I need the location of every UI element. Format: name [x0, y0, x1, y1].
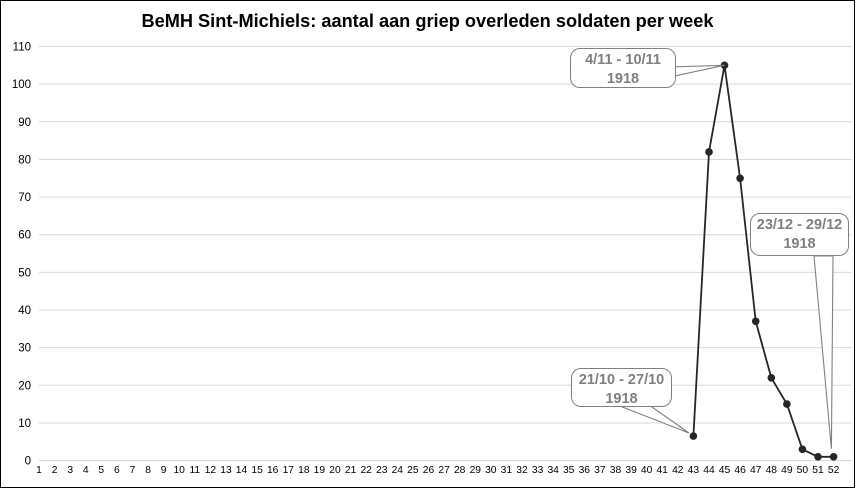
svg-text:29: 29: [470, 465, 482, 476]
svg-text:2: 2: [52, 465, 58, 476]
svg-text:0: 0: [25, 456, 31, 468]
svg-text:20: 20: [18, 380, 31, 392]
svg-text:23: 23: [376, 465, 388, 476]
svg-text:31: 31: [501, 465, 513, 476]
svg-text:47: 47: [750, 465, 762, 476]
svg-text:70: 70: [18, 192, 31, 204]
svg-text:36: 36: [579, 465, 591, 476]
svg-text:22: 22: [360, 465, 372, 476]
svg-text:34: 34: [547, 465, 559, 476]
svg-text:12: 12: [205, 465, 217, 476]
svg-text:9: 9: [161, 465, 167, 476]
svg-text:15: 15: [251, 465, 263, 476]
svg-text:18: 18: [298, 465, 310, 476]
svg-text:80: 80: [18, 154, 31, 166]
svg-text:52: 52: [828, 465, 840, 476]
svg-text:10: 10: [173, 465, 185, 476]
svg-text:30: 30: [18, 343, 31, 355]
svg-text:5: 5: [98, 465, 104, 476]
svg-text:39: 39: [625, 465, 637, 476]
svg-text:11: 11: [189, 465, 200, 476]
svg-text:44: 44: [703, 465, 715, 476]
svg-text:6: 6: [114, 465, 120, 476]
svg-text:46: 46: [734, 465, 746, 476]
svg-text:100: 100: [12, 79, 31, 91]
svg-text:48: 48: [766, 465, 778, 476]
svg-text:40: 40: [18, 305, 31, 317]
svg-text:43: 43: [688, 465, 700, 476]
svg-text:3: 3: [67, 465, 73, 476]
svg-text:38: 38: [610, 465, 622, 476]
svg-text:33: 33: [532, 465, 544, 476]
svg-text:10: 10: [18, 418, 31, 430]
svg-text:30: 30: [485, 465, 497, 476]
svg-text:110: 110: [13, 42, 31, 54]
svg-text:28: 28: [454, 465, 466, 476]
svg-text:90: 90: [18, 117, 31, 129]
svg-text:1: 1: [36, 465, 42, 476]
svg-text:19: 19: [314, 465, 326, 476]
svg-text:50: 50: [18, 267, 31, 279]
svg-text:4: 4: [83, 465, 89, 476]
svg-text:14: 14: [236, 465, 248, 476]
svg-text:42: 42: [672, 465, 684, 476]
svg-text:13: 13: [220, 465, 232, 476]
svg-text:37: 37: [594, 465, 606, 476]
svg-text:7: 7: [130, 465, 136, 476]
svg-text:20: 20: [329, 465, 341, 476]
svg-text:40: 40: [641, 465, 653, 476]
svg-text:35: 35: [563, 465, 575, 476]
svg-text:50: 50: [797, 465, 809, 476]
svg-text:32: 32: [516, 465, 528, 476]
svg-text:26: 26: [423, 465, 435, 476]
svg-text:17: 17: [283, 465, 295, 476]
svg-text:60: 60: [18, 230, 31, 242]
svg-text:25: 25: [407, 465, 419, 476]
svg-text:24: 24: [392, 465, 404, 476]
svg-text:8: 8: [145, 465, 151, 476]
svg-text:45: 45: [719, 465, 731, 476]
svg-text:49: 49: [781, 465, 793, 476]
svg-text:21: 21: [345, 465, 357, 476]
svg-text:51: 51: [812, 465, 824, 476]
svg-text:16: 16: [267, 465, 279, 476]
svg-text:41: 41: [656, 465, 668, 476]
svg-text:27: 27: [438, 465, 450, 476]
